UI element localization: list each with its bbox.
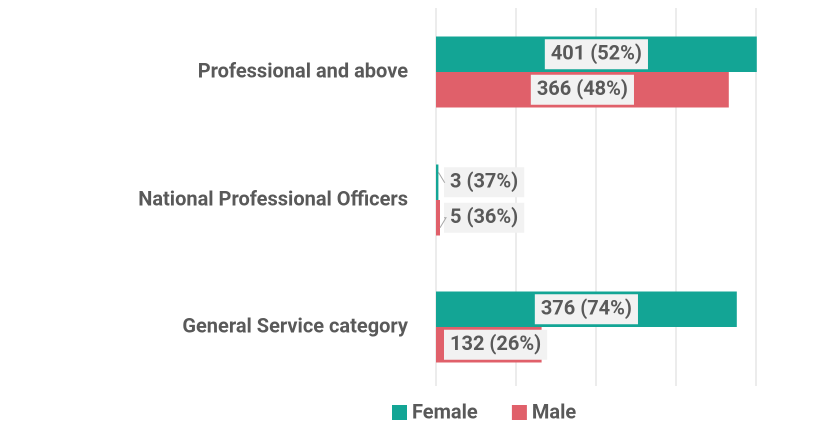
category-label: National Professional Officers (138, 186, 408, 210)
value-label-bg (444, 167, 525, 198)
legend-swatch (392, 405, 407, 420)
value-label-bg (444, 329, 548, 360)
value-label-bg (544, 39, 648, 70)
legend-swatch (511, 405, 527, 420)
leader-line (439, 217, 447, 229)
value-label: 3 (37%) (450, 169, 518, 193)
legend-label: Male (532, 399, 577, 423)
value-label: 132 (26%) (450, 331, 541, 355)
value-label: 5 (36%) (450, 204, 518, 228)
bar (436, 200, 440, 236)
value-label-bg (444, 202, 525, 233)
leader-line (437, 171, 446, 183)
value-label: 366 (48%) (537, 76, 628, 100)
value-label-bg (530, 74, 634, 105)
legend-label: Female (412, 399, 478, 423)
value-label: 376 (74%) (541, 296, 632, 320)
category-label: Professional and above (198, 58, 408, 82)
value-label-bg (534, 294, 638, 325)
category-label: General Service category (182, 313, 409, 337)
bar (436, 164, 439, 200)
value-label: 401 (52%) (551, 41, 642, 65)
